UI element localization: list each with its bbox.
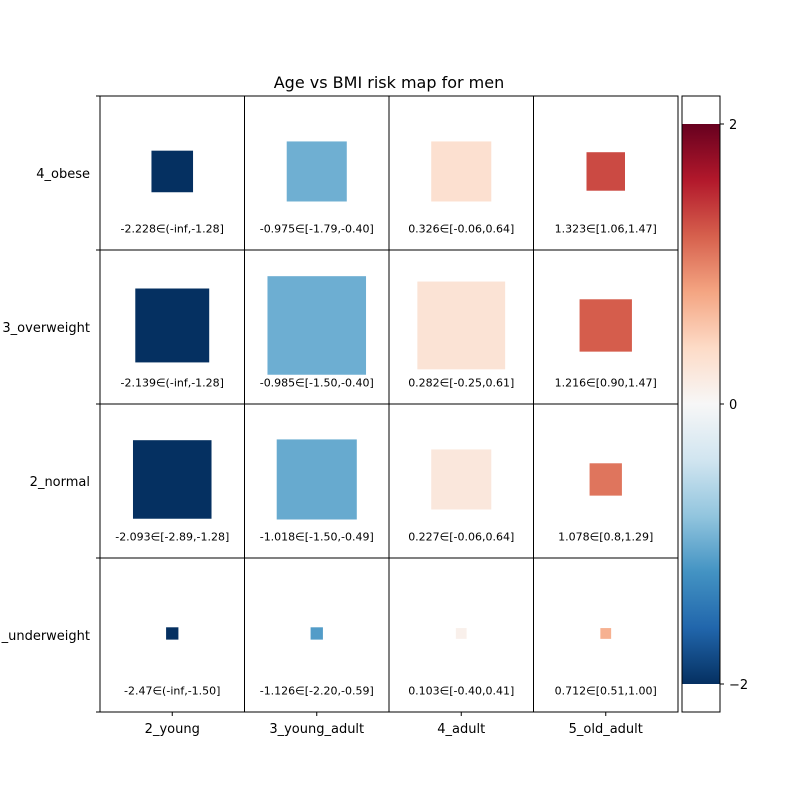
cell-label: 0.326∈[-0.06,0.64] xyxy=(408,222,514,235)
cell-label: 1.078∈[0.8,1.29] xyxy=(558,530,653,543)
cell-label: -2.228∈(-inf,-1.28] xyxy=(121,222,224,235)
cell-label: 0.712∈[0.51,1.00] xyxy=(555,684,657,697)
chart-title: Age vs BMI risk map for men xyxy=(274,73,505,92)
cell-square xyxy=(579,299,632,352)
cell-label: -2.139∈(-inf,-1.28] xyxy=(121,376,224,389)
cell-label: 0.282∈[-0.25,0.61] xyxy=(408,376,514,389)
cells-layer: -2.228∈(-inf,-1.28] -0.975∈[-1.79,-0.40] 0… xyxy=(115,141,657,697)
cell-square xyxy=(600,628,612,639)
colorbar: −2 0 2 xyxy=(681,95,748,713)
x-tick-label: 4_adult xyxy=(437,722,485,737)
cell-label: -2.093∈[-2.89,-1.28] xyxy=(115,530,229,543)
x-tick-label: 5_old_adult xyxy=(569,722,643,737)
cell-square xyxy=(166,627,179,640)
cell-label: -1.018∈[-1.50,-0.49] xyxy=(260,530,374,543)
colorbar-fill xyxy=(682,124,720,684)
cell-square xyxy=(267,276,367,375)
x-tick-label: 2_young xyxy=(145,722,200,737)
cell-label: 0.227∈[-0.06,0.64] xyxy=(408,530,514,543)
colorbar-tick-label: −2 xyxy=(729,678,748,693)
cell-label: 0.103∈[-0.40,0.41] xyxy=(408,684,514,697)
cell-square xyxy=(276,439,357,520)
cell-square xyxy=(151,150,194,193)
y-tick-label: 3_overweight xyxy=(2,321,90,336)
cell-square xyxy=(431,449,492,510)
cell-label: 1.216∈[0.90,1.47] xyxy=(555,376,657,389)
cell-square xyxy=(455,628,467,639)
y-tick-label: 2_normal xyxy=(30,475,90,490)
cell-square xyxy=(589,463,622,496)
colorbar-tick-label: 0 xyxy=(729,398,737,413)
y-tick-label: _underweight xyxy=(1,629,90,644)
cell-label: -2.47∈(-inf,-1.50] xyxy=(124,684,220,697)
cell-square xyxy=(310,627,323,640)
y-tick-label: 4_obese xyxy=(36,167,90,182)
colorbar-tick-label: 2 xyxy=(729,118,737,133)
cell-square xyxy=(431,141,492,202)
x-tick-label: 3_young_adult xyxy=(269,722,364,737)
axis-layer: 2_young 3_young_adult 4_adult 5_old_adult 4_… xyxy=(1,95,643,737)
cell-label: -1.126∈[-2.20,-0.59] xyxy=(260,684,374,697)
cell-square xyxy=(132,440,212,519)
cell-label: -0.985∈[-1.50,-0.40] xyxy=(260,376,374,389)
cell-square xyxy=(135,288,210,363)
cell-label: 1.323∈[1.06,1.47] xyxy=(555,222,657,235)
cell-square xyxy=(586,152,625,191)
cell-square xyxy=(286,141,347,202)
cell-label: -0.975∈[-1.79,-0.40] xyxy=(260,222,374,235)
cell-square xyxy=(417,281,506,370)
